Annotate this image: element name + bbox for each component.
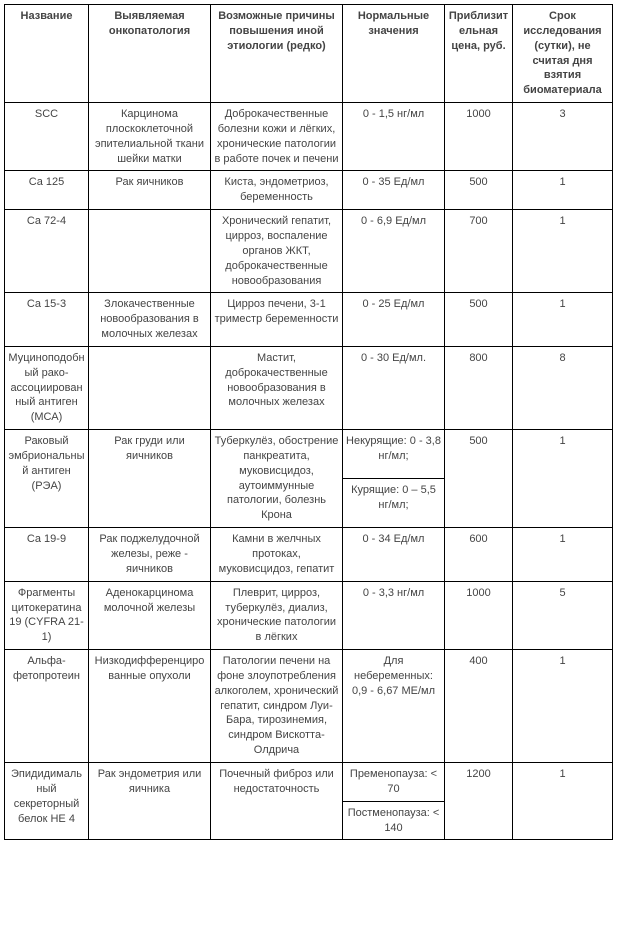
cell-causes: Доброкачественные болезни кожи и лёгких,… bbox=[211, 103, 343, 171]
cell-normal: 0 - 35 Ед/мл bbox=[343, 171, 445, 210]
cell-normal: Для небеременных: 0,9 - 6,67 МЕ/мл bbox=[343, 650, 445, 763]
cell-pathology: Злокачественные новообразования в молочн… bbox=[89, 293, 211, 347]
cell-normal: 0 - 30 Ед/мл. bbox=[343, 346, 445, 429]
cell-causes: Цирроз печени, 3-1 триместр беременности bbox=[211, 293, 343, 347]
cell-price: 500 bbox=[445, 293, 513, 347]
cell-causes: Камни в желчных протоках, муковисцидоз, … bbox=[211, 528, 343, 582]
cell-name: SCC bbox=[5, 103, 89, 171]
oncomarkers-table: Название Выявляемая онкопатология Возмож… bbox=[4, 4, 613, 840]
cell-normal: Пременопауза: < 70 bbox=[343, 762, 445, 801]
table-row: SCCКарцинома плоскоклеточной эпителиальн… bbox=[5, 103, 613, 171]
cell-name: Ca 72-4 bbox=[5, 210, 89, 293]
cell-pathology: Рак яичников bbox=[89, 171, 211, 210]
cell-pathology bbox=[89, 210, 211, 293]
cell-normal: 0 - 3,3 нг/мл bbox=[343, 581, 445, 649]
cell-pathology: Аденокарцинома молочной железы bbox=[89, 581, 211, 649]
cell-name: Ca 19-9 bbox=[5, 528, 89, 582]
table-row: Ca 125Рак яичниковКиста, эндометриоз, бе… bbox=[5, 171, 613, 210]
cell-normal: 0 - 1,5 нг/мл bbox=[343, 103, 445, 171]
cell-pathology: Рак эндометрия или яичника bbox=[89, 762, 211, 839]
cell-name: Муциноподобный рако-ассоциированный анти… bbox=[5, 346, 89, 429]
cell-pathology: Рак груди или яичников bbox=[89, 430, 211, 528]
cell-name: Эпидидимальный секреторный белок НЕ 4 bbox=[5, 762, 89, 839]
table-row: Раковый эмбриональный антиген (РЭА)Рак г… bbox=[5, 430, 613, 479]
cell-normal: 0 - 34 Ед/мл bbox=[343, 528, 445, 582]
cell-name: Ca 125 bbox=[5, 171, 89, 210]
cell-days: 1 bbox=[513, 293, 613, 347]
cell-name: Фрагменты цитокератина 19 (CYFRA 21-1) bbox=[5, 581, 89, 649]
cell-days: 1 bbox=[513, 210, 613, 293]
cell-normal: 0 - 25 Ед/мл bbox=[343, 293, 445, 347]
cell-pathology: Низкодифференцированные опухоли bbox=[89, 650, 211, 763]
table-row: Эпидидимальный секреторный белок НЕ 4Рак… bbox=[5, 762, 613, 801]
table-row: Ca 19-9Рак поджелудочной железы, реже - … bbox=[5, 528, 613, 582]
header-normal: Нормальные значения bbox=[343, 5, 445, 103]
cell-price: 1200 bbox=[445, 762, 513, 839]
cell-days: 5 bbox=[513, 581, 613, 649]
cell-causes: Киста, эндометриоз, беременность bbox=[211, 171, 343, 210]
header-pathology: Выявляемая онкопатология bbox=[89, 5, 211, 103]
cell-price: 1000 bbox=[445, 581, 513, 649]
cell-days: 1 bbox=[513, 762, 613, 839]
cell-price: 500 bbox=[445, 430, 513, 528]
cell-name: Альфа-фетопротеин bbox=[5, 650, 89, 763]
cell-price: 400 bbox=[445, 650, 513, 763]
cell-days: 1 bbox=[513, 528, 613, 582]
cell-pathology: Карцинома плоскоклеточной эпителиальной … bbox=[89, 103, 211, 171]
cell-days: 1 bbox=[513, 171, 613, 210]
cell-causes: Патологии печени на фоне злоупотребления… bbox=[211, 650, 343, 763]
table-row: Муциноподобный рако-ассоциированный анти… bbox=[5, 346, 613, 429]
cell-days: 8 bbox=[513, 346, 613, 429]
cell-pathology bbox=[89, 346, 211, 429]
cell-price: 500 bbox=[445, 171, 513, 210]
header-row: Название Выявляемая онкопатология Возмож… bbox=[5, 5, 613, 103]
cell-price: 700 bbox=[445, 210, 513, 293]
cell-price: 600 bbox=[445, 528, 513, 582]
cell-causes: Плеврит, цирроз, туберкулёз, диализ, хро… bbox=[211, 581, 343, 649]
cell-price: 800 bbox=[445, 346, 513, 429]
header-name: Название bbox=[5, 5, 89, 103]
cell-normal: Постменопауза: < 140 bbox=[343, 801, 445, 840]
cell-name: Раковый эмбриональный антиген (РЭА) bbox=[5, 430, 89, 528]
cell-pathology: Рак поджелудочной железы, реже - яичнико… bbox=[89, 528, 211, 582]
cell-causes: Мастит, доброкачественные новообразовани… bbox=[211, 346, 343, 429]
cell-days: 1 bbox=[513, 650, 613, 763]
cell-days: 1 bbox=[513, 430, 613, 528]
cell-normal: Некурящие: 0 - 3,8 нг/мл; bbox=[343, 430, 445, 479]
cell-causes: Почечный фиброз или недостаточность bbox=[211, 762, 343, 839]
table-row: Ca 72-4 Хронический гепатит, цирроз, восп… bbox=[5, 210, 613, 293]
cell-price: 1000 bbox=[445, 103, 513, 171]
table-row: Ca 15-3Злокачественные новообразования в… bbox=[5, 293, 613, 347]
cell-normal: Курящие: 0 – 5,5 нг/мл; bbox=[343, 479, 445, 528]
cell-days: 3 bbox=[513, 103, 613, 171]
cell-causes: Туберкулёз, обострение панкреатита, муко… bbox=[211, 430, 343, 528]
cell-name: Ca 15-3 bbox=[5, 293, 89, 347]
header-price: Приблизительная цена, руб. bbox=[445, 5, 513, 103]
cell-normal: 0 - 6,9 Ед/мл bbox=[343, 210, 445, 293]
table-row: Альфа-фетопротеинНизкодифференцированные… bbox=[5, 650, 613, 763]
header-causes: Возможные причины повышения иной этиолог… bbox=[211, 5, 343, 103]
cell-causes: Хронический гепатит, цирроз, воспаление … bbox=[211, 210, 343, 293]
header-days: Срок исследования (сутки), не считая дня… bbox=[513, 5, 613, 103]
table-row: Фрагменты цитокератина 19 (CYFRA 21-1)Ад… bbox=[5, 581, 613, 649]
